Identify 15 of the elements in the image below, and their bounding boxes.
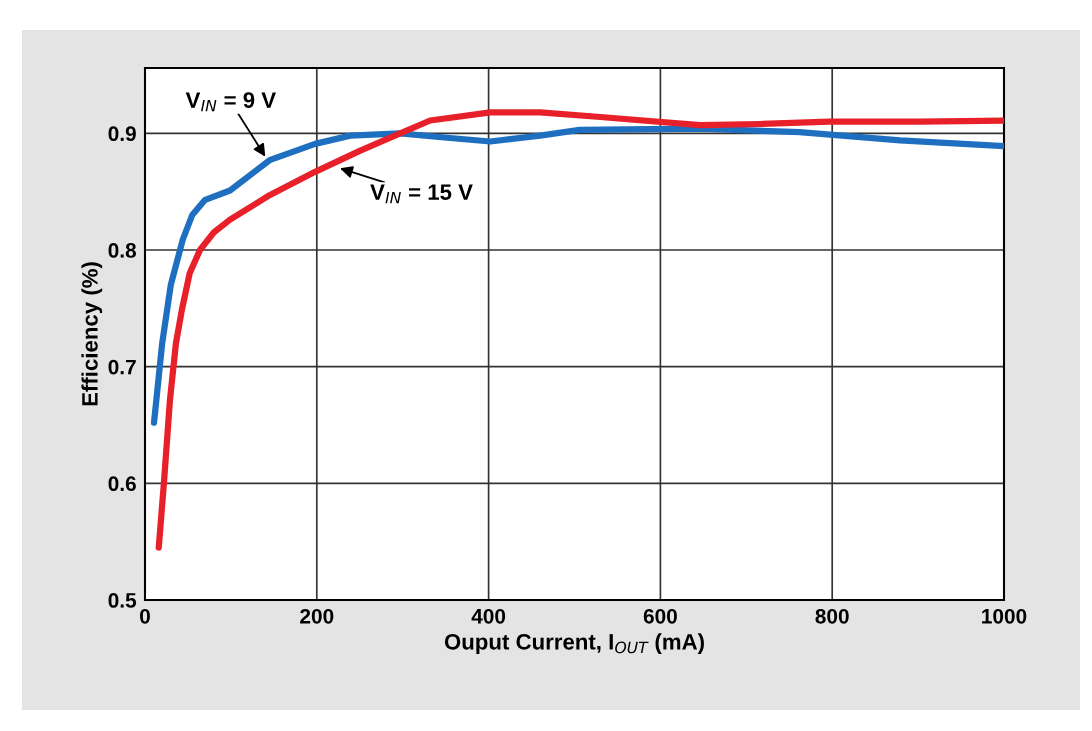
x-tick-label: 1000 [982,608,1027,624]
y-axis-title: Efficiency (%) [81,262,103,406]
x-tick-label: 200 [300,608,334,624]
y-tick-label: 0.7 [108,359,136,375]
x-tick-label: 800 [815,608,849,624]
x-tick-label: 0 [140,608,150,624]
y-tick-label: 0.6 [108,476,136,492]
y-tick-label: 0.9 [108,126,136,142]
x-tick-label: 400 [471,608,506,624]
annotation: V$_{IN}$ = 15 V [370,184,473,204]
y-tick-label: 0.5 [108,593,137,608]
x-axis-title: Ouput Current, I$_{OUT}$ (mA) [444,633,704,655]
annotation: V$_{IN}$ = 9 V [185,92,276,112]
x-tick-label: 600 [643,608,677,624]
y-tick-label: 0.8 [108,243,137,258]
